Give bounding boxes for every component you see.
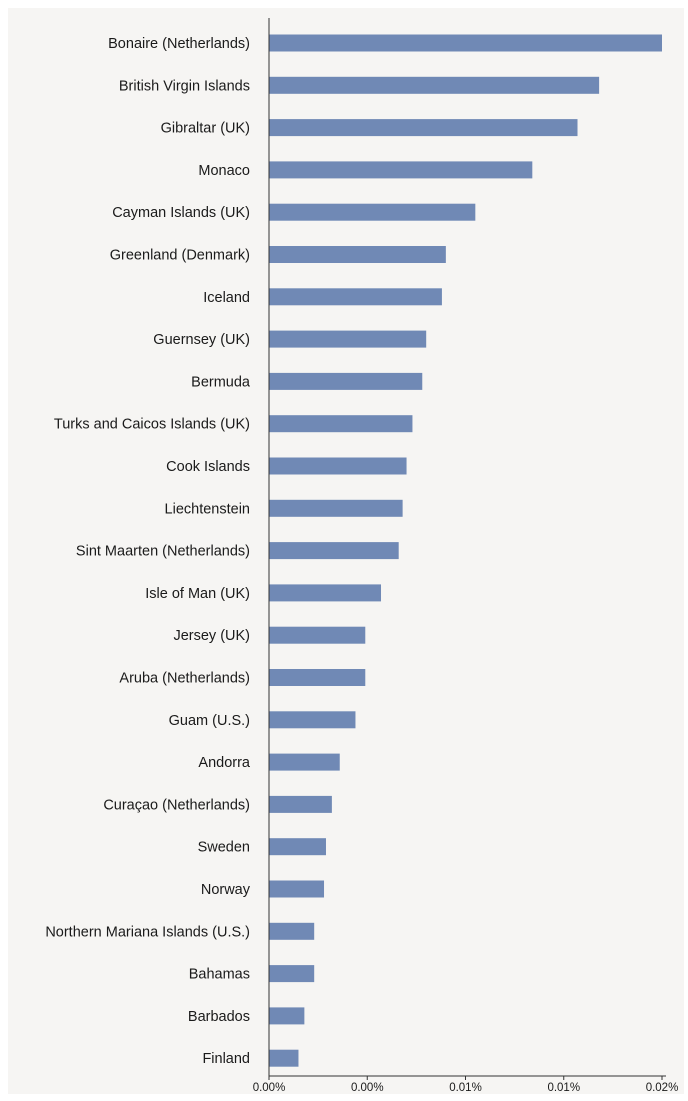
category-label: Gibraltar (UK) [161, 121, 250, 137]
chart-panel: Bonaire (Netherlands) British Virgin Isla… [8, 8, 684, 1094]
category-label: Monaco [198, 163, 250, 179]
bar [269, 372, 423, 390]
bar [269, 1049, 299, 1067]
category-label: Iceland [203, 290, 250, 306]
bar [269, 288, 442, 306]
category-label: British Virgin Islands [119, 78, 250, 94]
category-label: Bahamas [189, 967, 250, 983]
category-labels: Bonaire (Netherlands) British Virgin Isla… [45, 36, 251, 1067]
bar [269, 711, 356, 729]
x-tick-label: 0.01% [547, 1082, 580, 1094]
category-label: Cook Islands [166, 459, 250, 475]
bar [269, 880, 325, 898]
bar [269, 542, 399, 560]
bar [269, 753, 340, 771]
bar [269, 34, 662, 52]
category-label: Finland [202, 1051, 250, 1067]
bar [269, 330, 427, 348]
category-label: Guernsey (UK) [153, 332, 250, 348]
category-label: Turks and Caicos Islands (UK) [54, 417, 250, 433]
bar [269, 922, 315, 940]
bar [269, 965, 315, 983]
category-label: Sint Maarten (Netherlands) [76, 544, 250, 560]
category-label: Isle of Man (UK) [145, 586, 250, 602]
category-label: Bonaire (Netherlands) [108, 36, 250, 52]
category-label: Jersey (UK) [173, 628, 250, 644]
x-tick-label: 0.00% [253, 1082, 286, 1094]
bar [269, 795, 332, 813]
category-label: Guam (U.S.) [169, 713, 250, 729]
category-label: Liechtenstein [165, 501, 250, 517]
bar [269, 626, 366, 644]
x-tick-label: 0.01% [449, 1082, 482, 1094]
category-label: Norway [201, 882, 251, 898]
bar [269, 838, 326, 856]
category-label: Curaçao (Netherlands) [103, 797, 250, 813]
bar [269, 161, 533, 179]
bar [269, 119, 578, 137]
x-tick-label: 0.00% [351, 1082, 384, 1094]
bar [269, 669, 366, 686]
bar [269, 415, 413, 433]
x-axis-ticks: 0.00% 0.00% 0.01% 0.01% 0.02% [253, 1076, 679, 1094]
bar [269, 246, 446, 263]
horizontal-bar-chart: Bonaire (Netherlands) British Virgin Isla… [45, 18, 679, 1094]
x-tick-label: 0.02% [646, 1082, 679, 1094]
bar [269, 499, 403, 517]
category-label: Andorra [198, 755, 251, 771]
bar [269, 457, 407, 475]
bars-layer [269, 34, 662, 1067]
axes [268, 18, 666, 1077]
category-label: Aruba (Netherlands) [119, 671, 250, 687]
category-label: Bermuda [191, 374, 251, 390]
bar [269, 584, 382, 602]
bar [269, 1007, 305, 1025]
category-label: Northern Mariana Islands (U.S.) [45, 924, 250, 940]
category-label: Greenland (Denmark) [110, 248, 250, 264]
category-label: Sweden [198, 840, 250, 856]
bar [269, 76, 600, 94]
category-label: Barbados [188, 1009, 250, 1025]
bar [269, 203, 476, 221]
category-label: Cayman Islands (UK) [112, 205, 250, 221]
